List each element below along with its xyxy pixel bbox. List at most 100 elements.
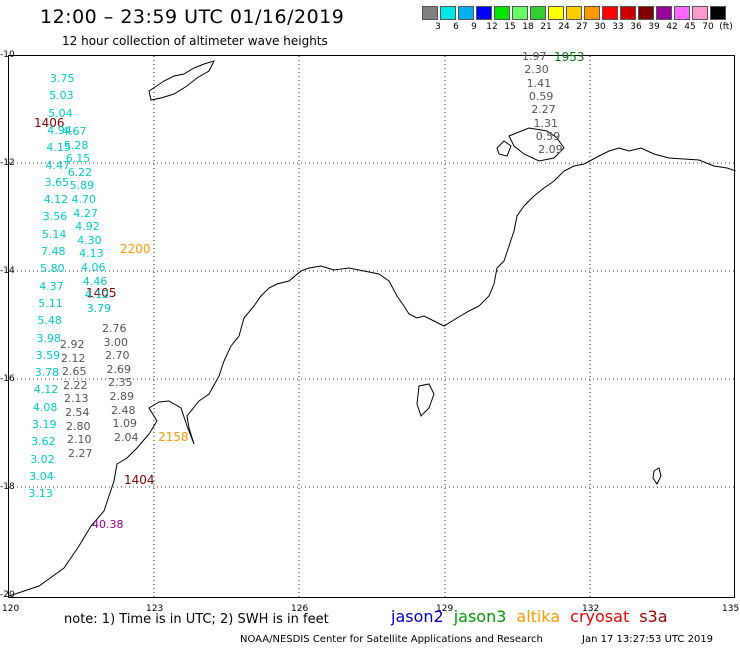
scale-swatch [440, 6, 456, 20]
wave-value: 4.30 [77, 233, 102, 247]
scale-swatch [422, 6, 438, 20]
legend-jason3: jason3 [453, 607, 507, 626]
wave-value: 5.28 [63, 138, 89, 152]
lat-label: -10 [0, 50, 15, 60]
wave-value: 3.19 [32, 418, 57, 431]
wave-value: 4.15 [46, 141, 71, 155]
scale-swatch [566, 6, 582, 20]
lon-label: 135 [722, 604, 740, 614]
scale-label: 3 [435, 22, 441, 32]
wave-value: 3.75 [50, 72, 75, 85]
scale-swatch [710, 6, 726, 20]
wave-value: 3.62 [31, 435, 56, 449]
scale-label: 30 [594, 22, 606, 32]
lat-label: -18 [0, 482, 15, 492]
wave-value: 3.00 [103, 335, 129, 349]
scale-label: 12 [486, 22, 498, 32]
wave-value: 2.27 [531, 103, 556, 117]
wave-value: 5.14 [41, 227, 67, 241]
island-2 [496, 140, 512, 157]
map-frame [8, 55, 736, 599]
credit: NOAA/NESDIS Center for Satellite Applica… [240, 634, 543, 645]
wave-value: 3.02 [30, 452, 55, 466]
wave-value: 2.30 [524, 63, 549, 77]
wave-value: 3.04 [29, 469, 54, 483]
scale-label: 18 [522, 22, 534, 32]
wave-value: 1.41 [526, 76, 552, 90]
wave-value: 4.06 [81, 261, 106, 274]
wave-value: 5.03 [49, 89, 74, 103]
lat-label: -12 [0, 158, 15, 168]
scale-label: 21 [540, 22, 552, 32]
wave-value: 0.59 [535, 129, 561, 143]
timestamp: Jan 17 13:27:53 UTC 2019 [582, 634, 714, 645]
wave-value: 4.12 [43, 193, 69, 207]
lat-label: -20 [0, 590, 15, 600]
wave-value: 4.27 [73, 206, 98, 220]
wave-value: 2.12 [61, 351, 86, 365]
scale-swatch [584, 6, 600, 20]
wave-value: 1.09 [112, 417, 138, 431]
wave-value: 2.13 [64, 392, 89, 406]
scale-label: 45 [684, 22, 696, 32]
chart-title: 12:00 – 23:59 UTC 01/16/2019 [40, 6, 345, 28]
wave-value: 2.35 [108, 376, 133, 390]
wave-value: 2.04 [114, 430, 139, 444]
wave-value: 4.08 [32, 400, 58, 414]
wave-value: 1.31 [533, 116, 559, 130]
wave-value: 2.65 [62, 365, 87, 379]
wave-value: 3.78 [34, 366, 60, 380]
scale-label: 15 [504, 22, 516, 32]
island-ne [652, 467, 662, 485]
wave-value: 2.09 [538, 143, 563, 157]
wave-value: 3.79 [86, 301, 112, 315]
wave-value: 1.97 [522, 50, 547, 63]
scale-label: 9 [471, 22, 477, 32]
scale-swatch [548, 6, 564, 20]
wave-value: 3.13 [28, 487, 53, 501]
legend-altika: altika [516, 607, 561, 626]
lon-label: 129 [436, 604, 454, 614]
wave-value: 2.54 [65, 406, 90, 419]
lon-label: 123 [146, 604, 164, 614]
lat-label: -16 [0, 374, 15, 384]
wave-value: 40.38 [92, 518, 124, 531]
scale-swatch [674, 6, 690, 20]
wave-value: 4.47 [45, 158, 71, 172]
legend-s3a: s3a [639, 607, 668, 626]
scale-swatch [494, 6, 510, 20]
map-canvas [9, 56, 736, 599]
chart-subtitle: 12 hour collection of altimeter wave hei… [62, 34, 328, 48]
wave-value: 2.22 [63, 378, 88, 392]
scale-label: 42 [666, 22, 678, 32]
grid [9, 56, 736, 599]
wave-value: 2.89 [109, 390, 135, 403]
wave-value: 5.11 [38, 296, 63, 310]
wave-value: 2.80 [66, 419, 91, 433]
wave-value: 4.12 [33, 383, 59, 397]
wave-value: 3.59 [35, 348, 61, 362]
scale-label: 36 [630, 22, 642, 32]
scale-swatch [530, 6, 546, 20]
wave-value: 5.80 [40, 262, 65, 276]
wave-value: 4.94 [47, 123, 72, 137]
lat-label: -14 [0, 266, 15, 276]
wave-value: 7.48 [41, 245, 66, 258]
wave-value: 5.89 [69, 179, 95, 193]
scale-label: 70 [702, 22, 714, 32]
lon-label: 120 [2, 604, 20, 614]
wave-value: 2.92 [60, 338, 85, 351]
scale-label: 33 [612, 22, 624, 32]
scale-label: (ft) [719, 22, 733, 32]
pass-label: 2158 [158, 430, 189, 444]
scale-label: 6 [453, 22, 459, 32]
wave-value: 6.15 [65, 152, 91, 166]
wave-value: 2.27 [68, 446, 93, 460]
wave-value: 6.22 [67, 165, 93, 179]
scale-label: 24 [558, 22, 570, 32]
footnote: note: 1) Time is in UTC; 2) SWH is in fe… [64, 612, 329, 627]
wave-value: 4.70 [71, 193, 97, 206]
island-small [416, 383, 435, 417]
wave-value: 4.46 [82, 274, 108, 288]
wave-value: 4.37 [39, 279, 64, 293]
